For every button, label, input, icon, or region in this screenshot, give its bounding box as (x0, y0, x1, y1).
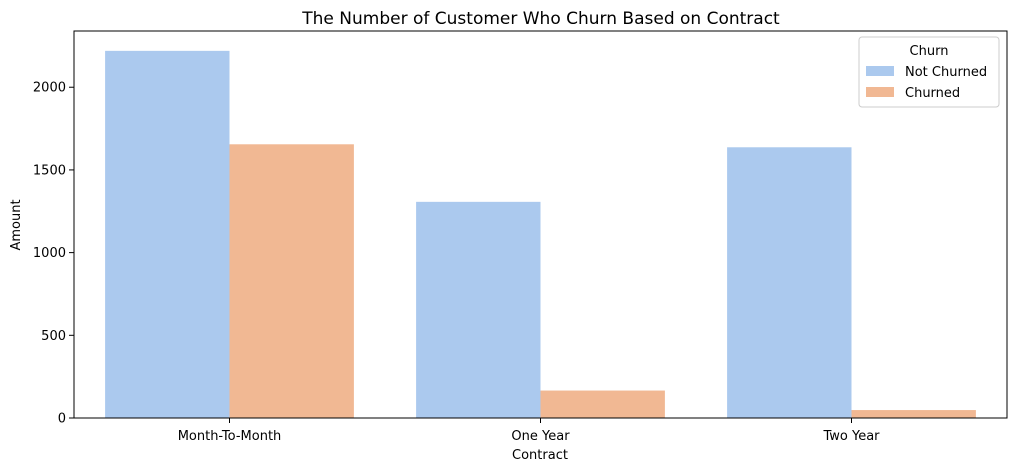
x-axis: Month-To-Month One Year Two Year (178, 418, 880, 444)
x-tick-label-month-to-month: Month-To-Month (178, 429, 282, 444)
x-tick-label-one-year: One Year (511, 429, 570, 444)
legend-entry-churned: Churned (905, 86, 960, 101)
y-tick-label-0: 0 (58, 412, 66, 427)
bar-churned-month-to-month (229, 144, 354, 419)
y-tick-label-1500: 1500 (33, 163, 66, 178)
chart-title: The Number of Customer Who Churn Based o… (301, 9, 780, 29)
legend: Churn Not Churned Churned (858, 36, 1000, 108)
bar-not-churned-one-year (416, 201, 541, 418)
y-axis-label: Amount (9, 199, 24, 250)
y-tick-label-1000: 1000 (33, 246, 66, 261)
legend-entry-not-churned: Not Churned (905, 65, 987, 80)
legend-swatch-churned (866, 87, 894, 97)
bar-not-churned-month-to-month (105, 50, 230, 418)
legend-title: Churn (910, 44, 949, 59)
bars-group (105, 50, 976, 419)
bar-not-churned-two-year (727, 147, 852, 418)
legend-swatch-not-churned (866, 66, 894, 76)
x-axis-label: Contract (512, 448, 568, 463)
y-tick-label-500: 500 (41, 329, 66, 344)
y-axis: 0 500 1000 1500 2000 (33, 81, 74, 427)
x-tick-label-two-year: Two Year (822, 429, 880, 444)
bar-churned-one-year (540, 390, 665, 418)
y-tick-label-2000: 2000 (33, 81, 66, 96)
bar-churned-two-year (851, 410, 976, 418)
